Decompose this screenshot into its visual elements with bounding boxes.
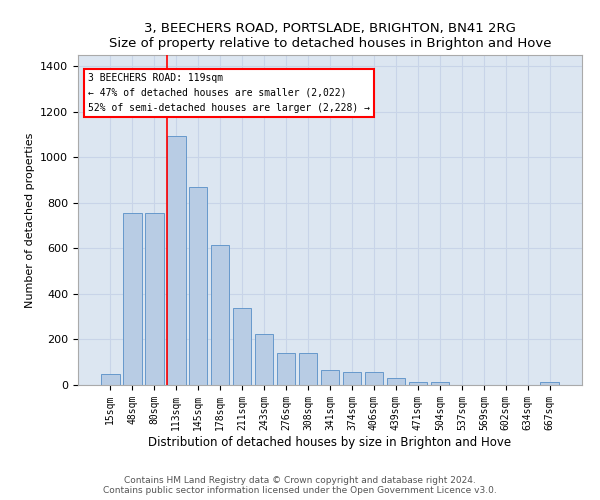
Bar — [409, 382, 427, 385]
Bar — [255, 334, 274, 385]
Bar — [365, 372, 383, 385]
Bar — [145, 213, 164, 385]
Bar — [211, 245, 229, 385]
Bar — [431, 382, 449, 385]
Text: Contains HM Land Registry data © Crown copyright and database right 2024.
Contai: Contains HM Land Registry data © Crown c… — [103, 476, 497, 495]
Bar — [343, 372, 361, 385]
Bar — [541, 382, 559, 385]
Bar — [101, 374, 119, 385]
Bar — [277, 353, 295, 385]
Bar — [189, 187, 208, 385]
Bar — [233, 308, 251, 385]
X-axis label: Distribution of detached houses by size in Brighton and Hove: Distribution of detached houses by size … — [148, 436, 512, 448]
Y-axis label: Number of detached properties: Number of detached properties — [25, 132, 35, 308]
Bar — [299, 353, 317, 385]
Bar — [320, 370, 340, 385]
Title: 3, BEECHERS ROAD, PORTSLADE, BRIGHTON, BN41 2RG
Size of property relative to det: 3, BEECHERS ROAD, PORTSLADE, BRIGHTON, B… — [109, 22, 551, 50]
Bar — [386, 378, 405, 385]
Bar — [167, 136, 185, 385]
Bar — [123, 213, 142, 385]
Text: 3 BEECHERS ROAD: 119sqm
← 47% of detached houses are smaller (2,022)
52% of semi: 3 BEECHERS ROAD: 119sqm ← 47% of detache… — [88, 73, 370, 113]
